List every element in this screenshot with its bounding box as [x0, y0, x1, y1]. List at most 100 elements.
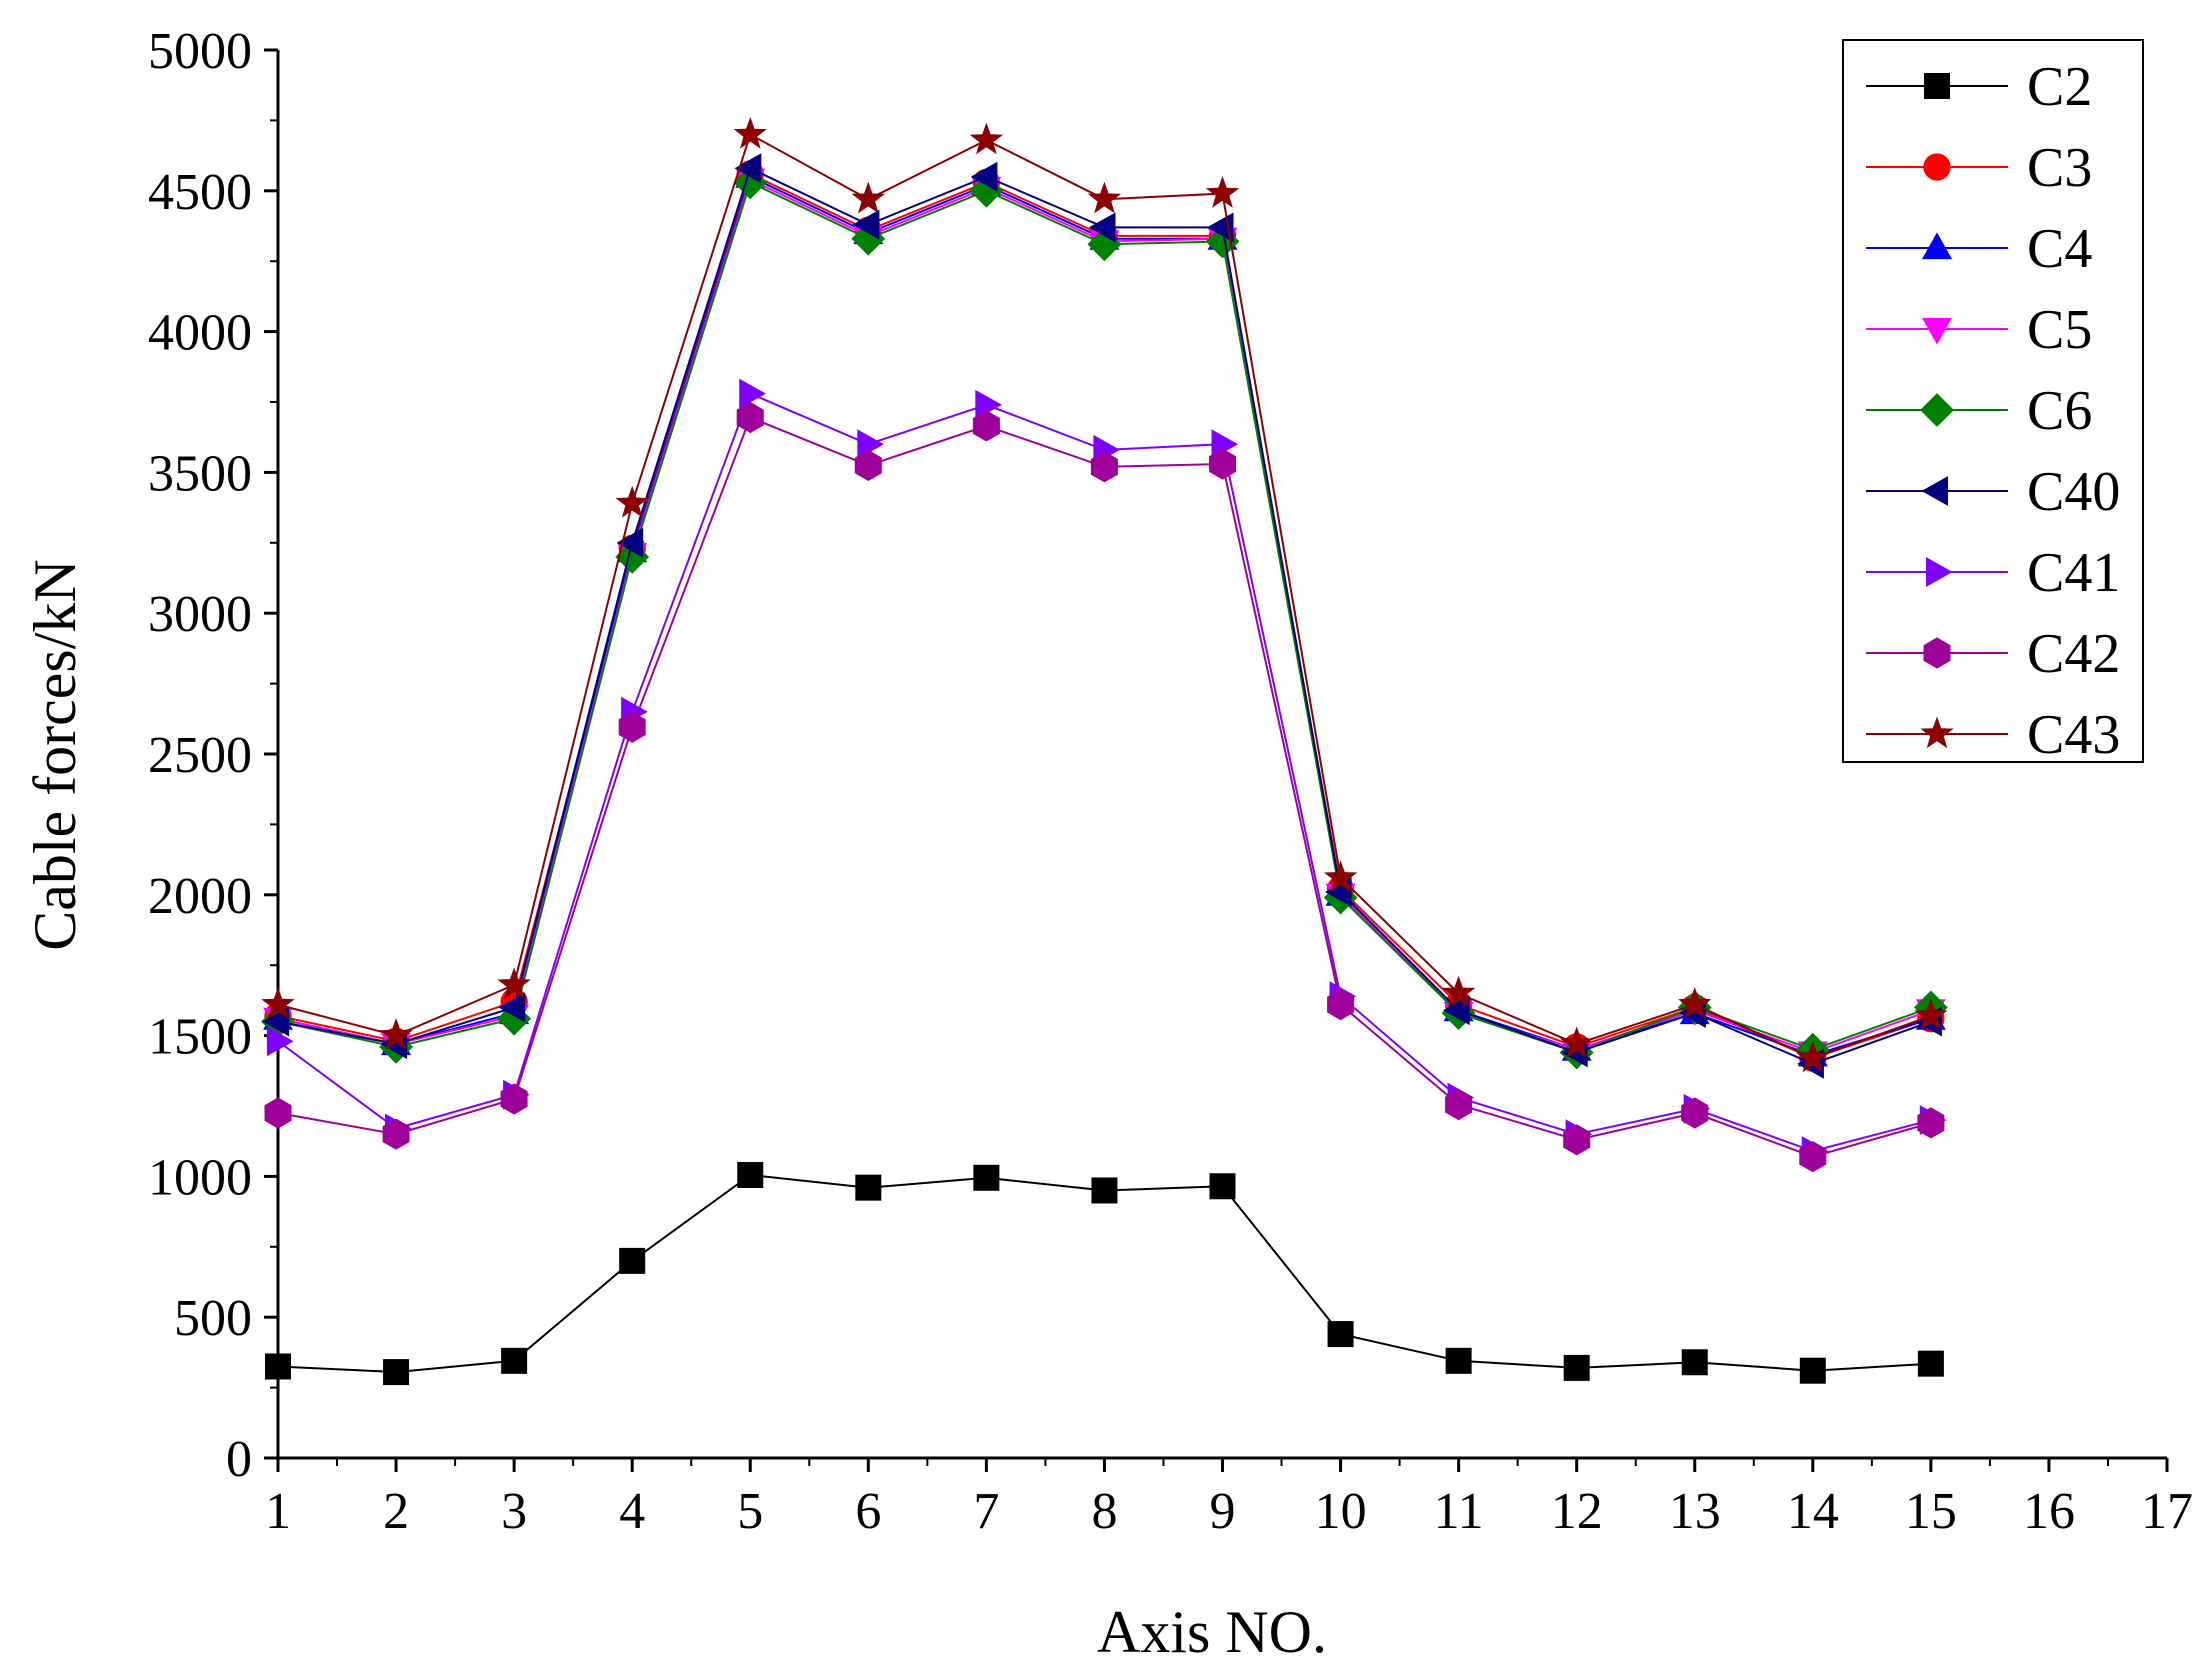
data-point-c40 — [734, 153, 762, 184]
data-point-c2 — [855, 1174, 882, 1201]
data-point-c2 — [1445, 1347, 1472, 1374]
legend-item-c4: C4 — [1866, 218, 2092, 280]
x-tick-label: 4 — [619, 1483, 645, 1540]
legend-item-c6: C6 — [1866, 380, 2092, 442]
y-axis: 0 500 1000 1500 2000 2500 3000 3500 4000 4500 5000 — [148, 23, 280, 1488]
y-tick-label: 4500 — [148, 164, 252, 221]
series-line-c43 — [277, 133, 1932, 1060]
series-line-c40 — [277, 166, 1932, 1065]
x-tick-label: 15 — [1905, 1483, 1957, 1540]
data-point-c41 — [975, 389, 1002, 420]
x-tick-label: 8 — [1091, 1483, 1117, 1540]
y-tick-label: 500 — [174, 1290, 252, 1347]
data-point-c42 — [1445, 1089, 1473, 1121]
legend-box — [1842, 39, 2144, 763]
data-point-c2 — [1681, 1349, 1708, 1376]
data-point-c40 — [970, 161, 998, 192]
data-point-c43 — [1678, 987, 1712, 1019]
data-point-c2 — [1799, 1357, 1826, 1384]
data-point-c41 — [857, 429, 884, 460]
legend-item-c43: C43 — [1866, 704, 2120, 766]
legend-marker-c2 — [1924, 73, 1950, 99]
data-point-c43 — [379, 1018, 413, 1050]
data-point-c42 — [854, 449, 882, 481]
legend-label-c5: C5 — [2027, 299, 2092, 361]
data-point-c43 — [1087, 181, 1122, 214]
data-point-c42 — [1799, 1141, 1827, 1173]
x-tick-label: 1 — [265, 1483, 291, 1540]
legend-item-c3: C3 — [1866, 137, 2092, 199]
data-point-c42 — [1563, 1124, 1591, 1156]
data-point-c42 — [1090, 451, 1118, 483]
legend-item-c2: C2 — [1866, 56, 2092, 118]
data-point-c2 — [1209, 1173, 1236, 1200]
data-point-c43 — [615, 485, 649, 518]
data-point-c2 — [1327, 1321, 1354, 1348]
x-tick-label: 10 — [1315, 1483, 1367, 1540]
legend-marker-c4 — [1922, 232, 1952, 260]
series-c40 — [262, 153, 1942, 1079]
x-axis: 1 2 3 4 5 6 7 8 9 10 11 12 13 14 15 16 17 — [265, 1456, 2193, 1540]
x-axis-title: Axis NO. — [1097, 1599, 1327, 1665]
data-point-c43 — [733, 116, 767, 149]
series-c6 — [261, 165, 1948, 1070]
data-point-c2 — [1091, 1177, 1118, 1204]
x-tick-label: 3 — [501, 1483, 527, 1540]
series-line-c41 — [277, 392, 1932, 1153]
data-point-c42 — [382, 1118, 410, 1150]
series-line-c42 — [277, 416, 1932, 1158]
y-axis-title: Cable forces/kN — [22, 559, 88, 951]
legend-label-c4: C4 — [2027, 218, 2092, 280]
data-point-c2 — [501, 1347, 528, 1374]
data-point-c40 — [1088, 212, 1116, 243]
data-point-c43 — [1323, 860, 1358, 893]
data-point-c43 — [851, 181, 885, 214]
y-tick-label: 4000 — [148, 305, 252, 362]
series-c4 — [263, 161, 1946, 1067]
data-point-c42 — [736, 401, 764, 434]
data-point-c2 — [265, 1353, 291, 1380]
series-line-c6 — [277, 181, 1932, 1054]
data-point-c40 — [498, 992, 526, 1023]
legend-label-c43: C43 — [2027, 704, 2120, 766]
data-point-c43 — [1560, 1026, 1594, 1059]
data-point-c42 — [500, 1083, 528, 1115]
legend-marker-c3 — [1923, 153, 1951, 181]
legend-item-c41: C41 — [1866, 542, 2120, 604]
x-tick-label: 17 — [2141, 1483, 2193, 1540]
x-tick-label: 6 — [855, 1483, 881, 1540]
y-tick-label: 3500 — [148, 445, 252, 502]
x-tick-label: 5 — [737, 1483, 763, 1540]
series-line-c3 — [277, 172, 1932, 1060]
data-point-c2 — [973, 1164, 1000, 1191]
legend-item-c5: C5 — [1866, 299, 2092, 361]
series-c2 — [265, 1161, 1944, 1386]
data-point-c42 — [618, 711, 646, 743]
data-point-c2 — [737, 1161, 764, 1188]
y-tick-label: 0 — [226, 1431, 252, 1488]
legend-marker-c42 — [1923, 637, 1951, 669]
y-tick-label: 1000 — [148, 1149, 252, 1206]
series-c43 — [261, 116, 1948, 1073]
legend-label-c41: C41 — [2027, 542, 2120, 604]
legend-label-c40: C40 — [2027, 461, 2120, 523]
series-layer — [261, 116, 1948, 1386]
data-point-c40 — [852, 209, 880, 240]
data-point-c42 — [264, 1097, 292, 1129]
legend: C2 C3 C4 C5 C6 C40 C41 C42 C43 — [1842, 39, 2144, 766]
y-tick-label: 2000 — [148, 868, 252, 925]
series-line-c4 — [277, 175, 1932, 1057]
x-tick-label: 12 — [1551, 1483, 1603, 1540]
data-point-c43 — [969, 122, 1004, 155]
legend-marker-c41 — [1926, 557, 1953, 587]
series-c42 — [264, 401, 1945, 1173]
data-point-c43 — [1205, 176, 1240, 208]
y-tick-label: 3000 — [148, 586, 252, 643]
legend-marker-c40 — [1921, 476, 1948, 506]
series-c3 — [264, 160, 1945, 1072]
data-point-c42 — [1209, 448, 1236, 480]
data-point-c2 — [1563, 1354, 1590, 1381]
data-point-c43 — [497, 967, 531, 1000]
data-point-c42 — [1327, 989, 1355, 1021]
